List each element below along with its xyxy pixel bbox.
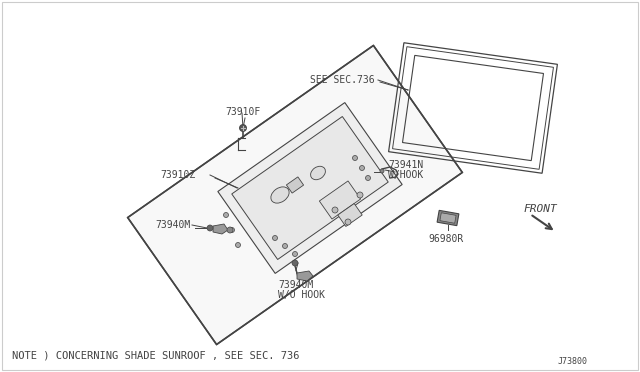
Polygon shape <box>286 177 303 193</box>
Text: W/O HOOK: W/O HOOK <box>278 290 325 300</box>
Text: SEE SEC.736: SEE SEC.736 <box>310 75 374 85</box>
Text: 73940M: 73940M <box>155 220 190 230</box>
Text: 73940M: 73940M <box>278 280 313 290</box>
Circle shape <box>332 207 338 213</box>
Polygon shape <box>232 116 388 260</box>
Circle shape <box>292 260 298 266</box>
Text: J73800: J73800 <box>558 357 588 366</box>
Circle shape <box>353 155 358 160</box>
Polygon shape <box>218 103 402 273</box>
Polygon shape <box>440 213 456 223</box>
Ellipse shape <box>310 166 325 180</box>
Circle shape <box>227 227 233 233</box>
Text: FRONT: FRONT <box>523 204 557 214</box>
Polygon shape <box>437 210 459 226</box>
Text: 73910F: 73910F <box>225 107 260 117</box>
Circle shape <box>282 244 287 248</box>
Text: 73910Z: 73910Z <box>160 170 195 180</box>
Text: 73941N: 73941N <box>388 160 423 170</box>
Circle shape <box>273 235 278 241</box>
Circle shape <box>239 125 246 131</box>
Polygon shape <box>297 271 313 281</box>
Circle shape <box>236 243 241 247</box>
Polygon shape <box>127 45 462 344</box>
Circle shape <box>365 176 371 180</box>
Circle shape <box>357 192 363 198</box>
Circle shape <box>345 219 351 225</box>
Circle shape <box>380 169 384 173</box>
Text: NOTE ) CONCERNING SHADE SUNROOF , SEE SEC. 736: NOTE ) CONCERNING SHADE SUNROOF , SEE SE… <box>12 351 300 361</box>
Circle shape <box>223 212 228 218</box>
Polygon shape <box>338 203 362 227</box>
Ellipse shape <box>271 187 289 203</box>
Circle shape <box>360 166 365 170</box>
Polygon shape <box>319 181 361 219</box>
Polygon shape <box>213 224 228 234</box>
Circle shape <box>230 228 234 232</box>
Text: 96980R: 96980R <box>428 234 463 244</box>
Circle shape <box>207 225 213 231</box>
Text: W/HOOK: W/HOOK <box>388 170 423 180</box>
Circle shape <box>292 251 298 257</box>
